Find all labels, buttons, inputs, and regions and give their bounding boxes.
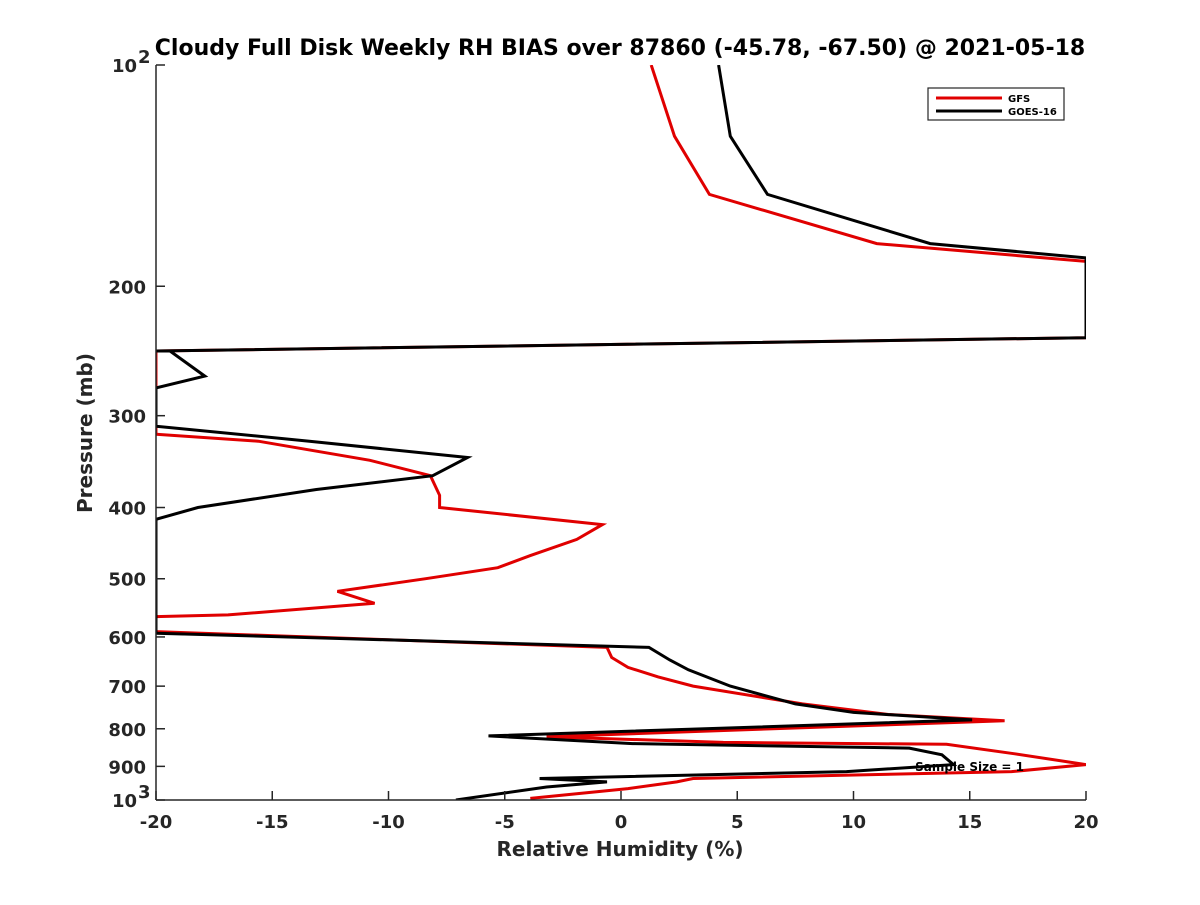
series-line-goes-16	[156, 65, 1086, 800]
legend-label-gfs: GFS	[1008, 94, 1030, 105]
y-tick-label: 10	[112, 56, 137, 77]
y-tick-label: 400	[108, 499, 146, 520]
y-tick-label: 600	[108, 628, 146, 649]
y-tick-label: 200	[108, 277, 146, 298]
x-axis-label: Relative Humidity (%)	[496, 837, 743, 861]
y-tick-label: 700	[108, 677, 146, 698]
legend-box	[927, 87, 1065, 121]
x-tick-label: 15	[957, 812, 982, 833]
y-tick-label: 500	[108, 570, 146, 591]
x-tick-label: -20	[140, 812, 173, 833]
y-tick-label: 900	[108, 757, 146, 778]
x-tick-label: 5	[731, 812, 744, 833]
x-tick-label: -5	[495, 812, 515, 833]
x-tick-label: -10	[372, 812, 405, 833]
y-tick-label-exponent: 2	[138, 47, 151, 68]
x-tick-label: 20	[1073, 812, 1098, 833]
y-axis-label: Pressure (mb)	[73, 353, 97, 513]
legend-label-goes-16: GOES-16	[1008, 107, 1057, 118]
x-tick-label: 10	[841, 812, 866, 833]
x-tick-label: -15	[256, 812, 289, 833]
plot-area	[156, 65, 1086, 800]
y-tick-label-exponent: 3	[138, 782, 151, 803]
legend: GFS GOES-16	[927, 87, 1065, 121]
y-tick-label: 800	[108, 720, 146, 741]
x-tick-label: 0	[615, 812, 628, 833]
series-line-gfs	[156, 65, 1086, 800]
y-tick-label: 300	[108, 407, 146, 428]
sample-size-annotation: Sample Size = 1	[915, 760, 1024, 774]
chart-title: Cloudy Full Disk Weekly RH BIAS over 878…	[155, 36, 1085, 61]
y-tick-label: 10	[112, 791, 137, 812]
